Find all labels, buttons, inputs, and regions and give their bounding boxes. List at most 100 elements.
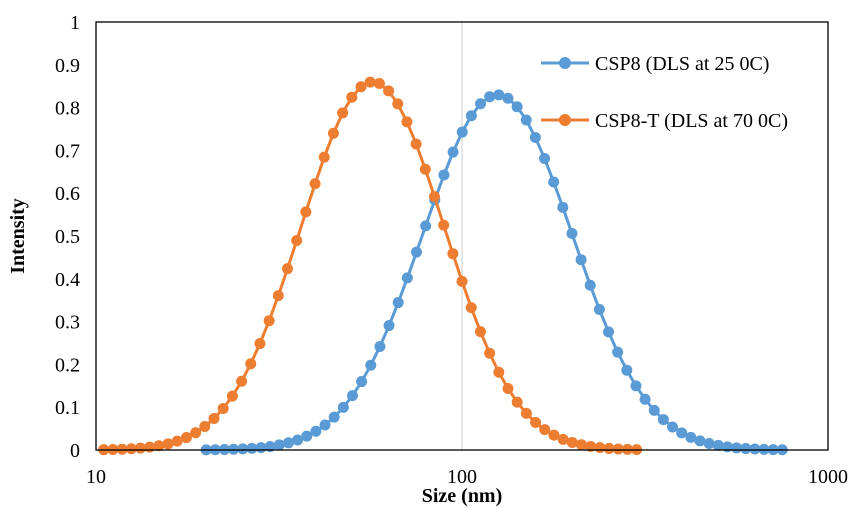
data-point <box>438 219 450 231</box>
y-tick-label: 0.2 <box>55 354 80 376</box>
data-point <box>346 390 358 402</box>
data-point <box>612 346 624 358</box>
data-point <box>300 206 312 218</box>
data-point <box>612 443 624 455</box>
data-point <box>548 176 560 188</box>
data-point <box>703 437 715 449</box>
data-point <box>557 201 569 213</box>
y-tick-label: 0 <box>70 440 80 462</box>
data-point <box>694 435 706 447</box>
legend-label: CSP8-T (DLS at 70 0C) <box>595 110 788 132</box>
plot-area-border <box>95 21 829 451</box>
data-point <box>355 81 367 93</box>
data-point <box>419 163 431 175</box>
data-point <box>530 416 542 428</box>
data-point <box>420 220 432 232</box>
data-point <box>373 78 385 90</box>
data-point <box>383 320 395 332</box>
data-point <box>401 116 413 128</box>
y-tick-label: 0.6 <box>55 183 80 205</box>
data-point <box>116 443 128 455</box>
data-point <box>245 358 257 370</box>
y-tick-label: 1 <box>70 12 80 34</box>
data-point <box>273 439 285 451</box>
data-point <box>309 178 321 190</box>
legend-item-2: CSP8-T (DLS at 70 0C) <box>541 110 788 132</box>
data-point <box>246 442 258 454</box>
data-point <box>584 279 596 291</box>
data-point <box>291 234 303 246</box>
data-point <box>199 420 211 432</box>
data-point <box>337 107 349 119</box>
data-point <box>657 414 669 426</box>
legend-marker <box>559 114 571 126</box>
data-point <box>447 146 459 158</box>
data-point <box>327 127 339 139</box>
data-point <box>585 440 597 452</box>
data-point <box>676 427 688 439</box>
data-point <box>292 434 304 446</box>
data-point <box>475 98 487 110</box>
series-line <box>206 93 783 452</box>
data-point <box>282 263 293 275</box>
x-tick-label: 100 <box>447 466 477 488</box>
y-tick-label: 0.7 <box>55 140 80 162</box>
series-layer <box>98 76 788 456</box>
x-tick-label: 10 <box>86 466 106 488</box>
data-point <box>520 114 532 126</box>
data-point <box>456 126 468 138</box>
data-point <box>648 404 660 416</box>
data-point <box>575 254 587 266</box>
y-tick-label: 0.3 <box>55 312 80 334</box>
data-point <box>511 396 523 408</box>
y-axis-tick-labels: 0 0.1 0.2 0.3 0.4 0.5 0.6 0.7 0.8 0.9 1 <box>55 12 80 462</box>
data-point <box>593 303 605 315</box>
data-point <box>447 248 459 260</box>
data-point <box>465 110 477 122</box>
y-axis-title: Intensity <box>7 198 29 274</box>
data-point <box>392 98 404 110</box>
data-point <box>125 443 137 455</box>
data-point <box>356 376 368 388</box>
data-point <box>364 76 376 88</box>
y-tick-label: 0.9 <box>55 55 80 77</box>
data-point <box>264 440 276 452</box>
data-point <box>502 92 514 104</box>
data-point <box>484 347 496 359</box>
data-point <box>576 439 587 451</box>
data-point <box>171 435 183 447</box>
y-tick-label: 0.5 <box>55 226 80 248</box>
data-point <box>557 433 569 445</box>
data-point <box>236 375 248 387</box>
legend-item-1: CSP8 (DLS at 25 0C) <box>541 53 769 75</box>
data-point <box>749 443 761 455</box>
data-point <box>337 401 349 413</box>
data-point <box>685 431 697 443</box>
data-point <box>438 169 450 181</box>
x-tick-label: 1000 <box>808 466 848 488</box>
data-point <box>603 442 615 454</box>
x-axis-title: Size (nm) <box>422 485 503 507</box>
data-point <box>502 382 514 394</box>
data-point <box>630 380 642 392</box>
data-point <box>135 442 147 454</box>
data-point <box>712 439 724 451</box>
data-point <box>621 364 633 376</box>
data-point <box>346 91 358 103</box>
data-point <box>310 425 322 437</box>
data-point <box>566 437 578 448</box>
data-point <box>228 443 240 455</box>
data-point <box>144 441 156 453</box>
data-point <box>319 419 331 431</box>
data-point <box>429 191 440 203</box>
y-tick-label: 0.1 <box>55 397 80 419</box>
data-point <box>318 151 330 163</box>
data-point <box>162 438 174 450</box>
data-point <box>410 138 422 150</box>
series-2 <box>98 76 643 456</box>
data-point <box>639 393 651 405</box>
data-point <box>263 315 275 327</box>
data-point <box>153 440 165 452</box>
data-point <box>190 427 202 439</box>
data-point <box>208 412 220 424</box>
